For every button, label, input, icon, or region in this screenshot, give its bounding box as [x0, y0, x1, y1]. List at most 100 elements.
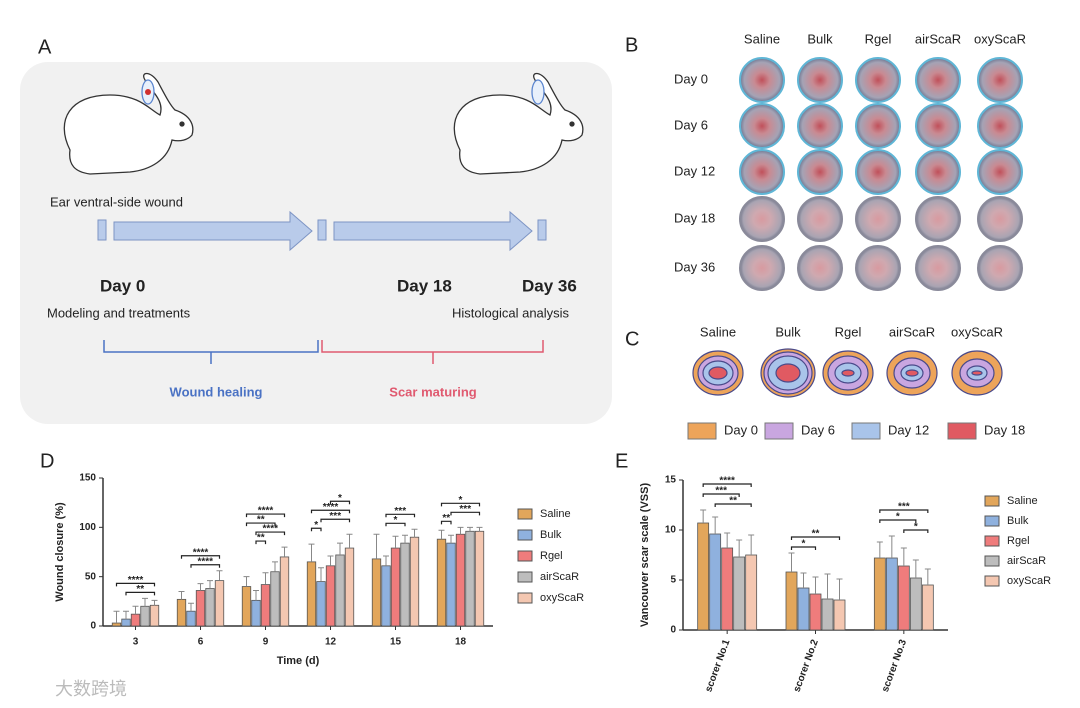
- panel-label: C: [625, 328, 639, 350]
- step-label: Histological analysis: [452, 305, 570, 320]
- column-label: Saline: [700, 324, 736, 339]
- significance-label: ***: [898, 502, 910, 513]
- significance-label: **: [729, 496, 737, 507]
- legend-swatch: [517, 571, 533, 583]
- error-bar: [392, 535, 399, 549]
- significance-bracket: [879, 519, 917, 523]
- bar: [921, 584, 934, 631]
- x-axis-label: Time (d): [277, 655, 320, 667]
- error-bar: [197, 583, 204, 591]
- significance-bracket: [903, 529, 929, 533]
- wound-photo: [855, 245, 901, 291]
- error-bar: [308, 543, 315, 562]
- significance-label: ****: [323, 502, 339, 513]
- error-bar: [113, 610, 120, 624]
- bar: [111, 622, 122, 627]
- error-bar: [812, 576, 819, 594]
- legend-swatch: [687, 422, 717, 440]
- significance-bracket: [385, 513, 416, 518]
- significance-bracket: [125, 591, 156, 596]
- significance-bracket: [255, 540, 267, 545]
- y-tick-label: 5: [670, 575, 676, 586]
- phase-bracket: [103, 340, 319, 364]
- error-bar: [748, 534, 755, 555]
- bar: [214, 580, 225, 627]
- column-label: oxyScaR: [951, 324, 1003, 339]
- y-tick-label: 150: [79, 473, 96, 484]
- phase-label: Scar maturing: [389, 384, 476, 399]
- y-tick-label: 0: [90, 621, 96, 632]
- error-bar: [178, 590, 185, 600]
- wound-contour: [708, 366, 728, 380]
- error-bar: [476, 526, 483, 532]
- bar: [797, 587, 810, 631]
- significance-label: **: [442, 513, 450, 524]
- bar: [325, 565, 336, 627]
- significance-bracket: [702, 483, 752, 487]
- day-label: Day 18: [397, 276, 452, 295]
- bar: [390, 547, 401, 627]
- bar: [176, 598, 187, 627]
- wound-contour: [905, 369, 919, 377]
- legend-swatch: [984, 515, 1000, 527]
- legend-swatch: [517, 550, 533, 562]
- legend-label: Rgel: [540, 550, 563, 562]
- column-label: airScaR: [915, 31, 961, 46]
- x-tick-label: 12: [325, 637, 337, 648]
- bar: [697, 522, 710, 631]
- wound-contour: [841, 369, 855, 377]
- significance-label: **: [136, 584, 144, 595]
- significance-bracket: [702, 493, 740, 497]
- error-bar: [327, 555, 334, 566]
- wound-contour: [971, 370, 983, 376]
- bar: [721, 547, 734, 631]
- wound-photo: [739, 196, 785, 242]
- bar: [745, 554, 758, 631]
- significance-bracket: [310, 509, 351, 514]
- bar: [316, 581, 326, 627]
- panel-label: A: [38, 36, 52, 58]
- error-bar: [438, 529, 445, 540]
- wound-photo: [739, 245, 785, 291]
- legend-swatch: [517, 529, 533, 541]
- bar: [809, 593, 822, 631]
- significance-label: ****: [719, 476, 735, 487]
- significance-bracket: [440, 502, 481, 507]
- error-bar: [383, 555, 389, 566]
- timeline: [97, 210, 547, 252]
- error-bar: [281, 546, 288, 557]
- significance-bracket: [329, 500, 351, 505]
- legend-swatch: [517, 508, 533, 520]
- significance-bracket: [440, 520, 452, 525]
- error-bar: [132, 605, 139, 615]
- error-bar: [457, 526, 464, 535]
- error-bar: [900, 547, 907, 566]
- error-bar: [142, 597, 148, 607]
- legend-label: Saline: [540, 508, 571, 520]
- y-tick-label: 15: [665, 475, 677, 486]
- significance-label: *: [338, 493, 342, 504]
- bar: [335, 554, 345, 627]
- bar: [140, 605, 150, 627]
- significance-label: ***: [329, 511, 341, 522]
- bar: [409, 536, 420, 627]
- y-tick-label: 50: [85, 571, 97, 582]
- wound-photo: [915, 245, 961, 291]
- error-bar: [151, 599, 158, 606]
- significance-label: ***: [715, 486, 727, 497]
- bar: [474, 530, 485, 627]
- significance-bracket: [310, 527, 322, 532]
- error-bar: [448, 534, 454, 544]
- wound-photo: [739, 149, 785, 195]
- error-bar: [876, 541, 883, 558]
- column-label: Bulk: [807, 31, 833, 46]
- error-bar: [253, 589, 259, 601]
- panel-label: B: [625, 34, 638, 56]
- error-bar: [216, 570, 223, 581]
- legend-label: airScaR: [540, 571, 579, 583]
- step-label: Modeling and treatments: [47, 305, 191, 320]
- significance-label: *: [459, 495, 463, 506]
- error-bar: [318, 567, 324, 582]
- error-bar: [788, 552, 795, 572]
- wound-photo: [915, 57, 961, 103]
